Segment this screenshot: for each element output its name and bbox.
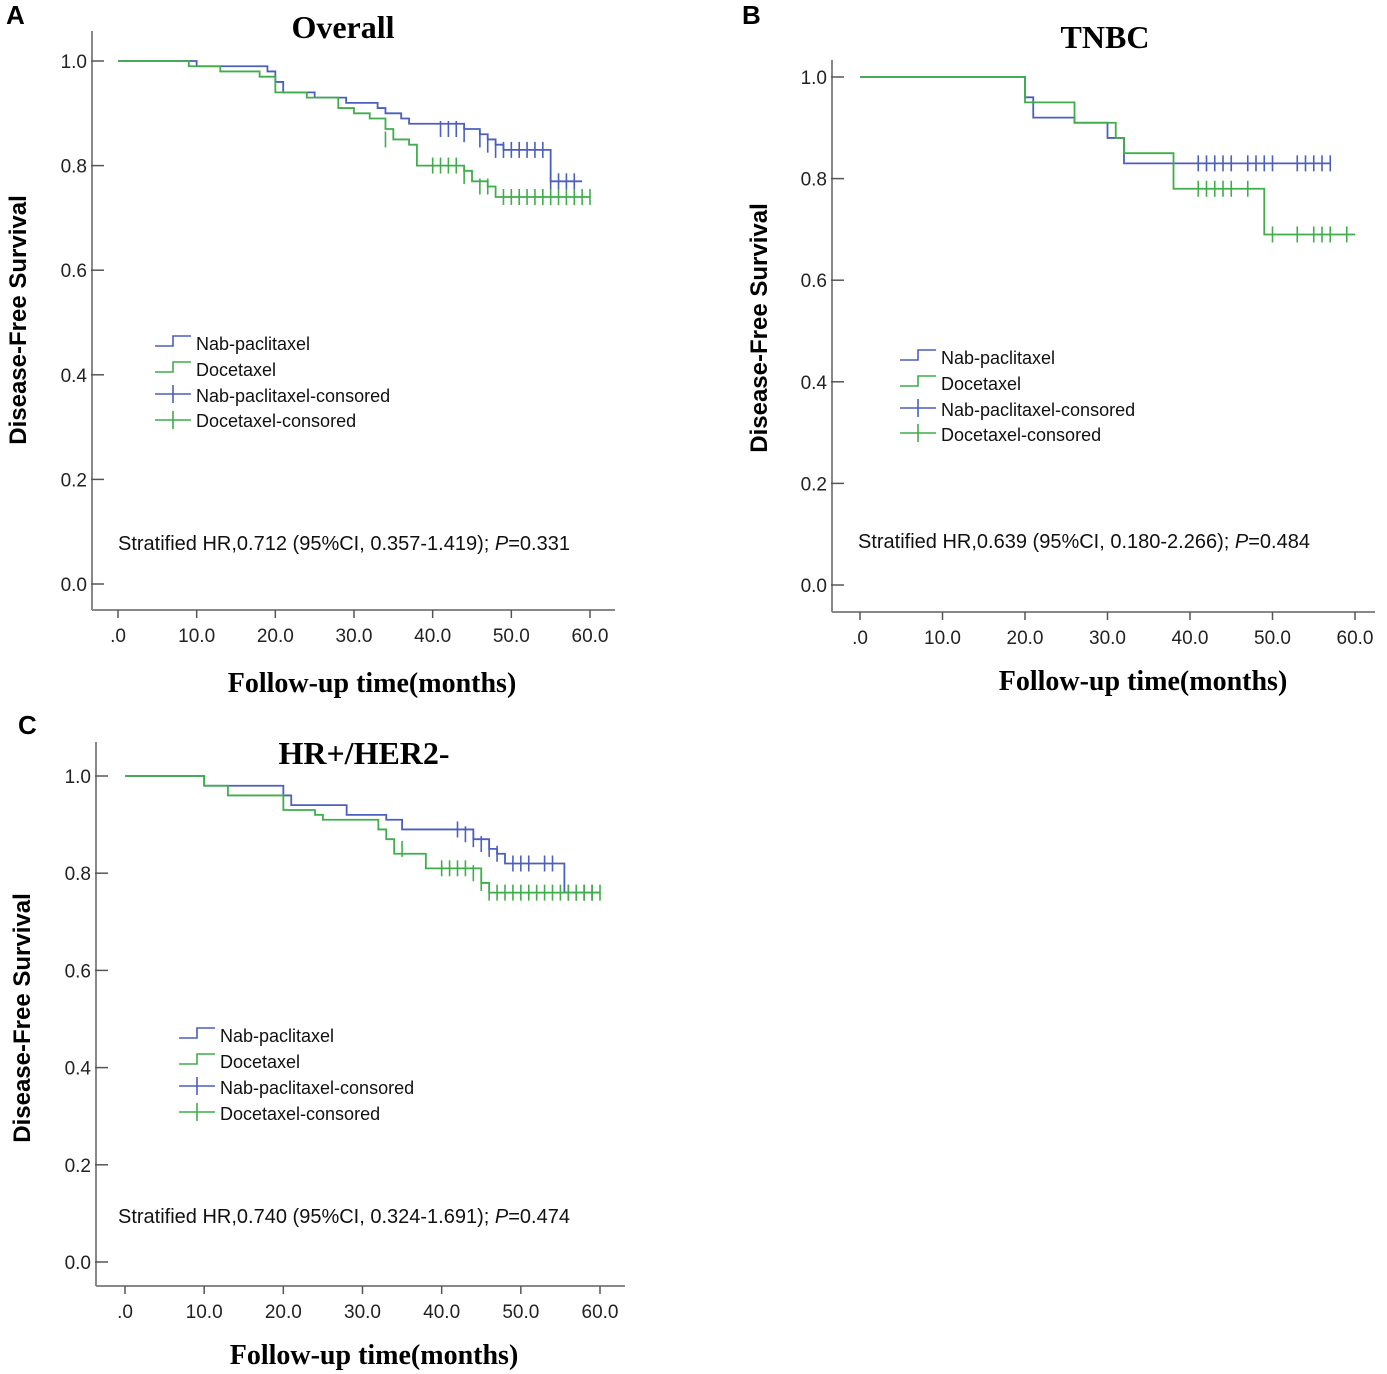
x-tick-label: 30.0 xyxy=(344,1302,381,1323)
legend-nab-swatch xyxy=(179,1027,215,1039)
legend-label: Nab-paclitaxel-consored xyxy=(196,386,390,406)
legend-label: Docetaxel xyxy=(196,360,276,380)
chart-title: HR+/HER2- xyxy=(278,735,449,771)
x-tick-label: 10.0 xyxy=(178,626,215,647)
x-tick-label: 50.0 xyxy=(493,626,530,647)
legend-nab-swatch xyxy=(900,349,936,361)
y-axis-label: Disease-Free Survival xyxy=(5,195,32,444)
x-tick-label: 30.0 xyxy=(336,626,373,647)
y-tick-label: 1.0 xyxy=(61,52,87,73)
x-tick-label: 40.0 xyxy=(423,1302,460,1323)
y-tick-label: 1.0 xyxy=(801,68,827,89)
legend-label: Docetaxel-consored xyxy=(220,1104,380,1124)
x-tick-label: 40.0 xyxy=(414,626,451,647)
survival-curve-doc xyxy=(860,76,1355,236)
legend-nab-censor-swatch xyxy=(179,1077,215,1095)
legend-label: Nab-paclitaxel-consored xyxy=(941,400,1135,420)
x-tick-label: 40.0 xyxy=(1172,628,1209,649)
y-tick-label: 0.4 xyxy=(801,373,828,394)
panel-letter: B xyxy=(742,0,761,30)
y-tick-label: 0.4 xyxy=(65,1059,92,1080)
survival-curve-doc xyxy=(118,60,590,198)
survival-curve-doc xyxy=(125,775,600,894)
x-axis-label: Follow-up time(months) xyxy=(999,666,1288,697)
legend-nab-swatch xyxy=(155,335,191,347)
y-tick-label: 0.8 xyxy=(65,864,91,885)
survival-curve-nab xyxy=(125,775,600,894)
legend-label: Nab-paclitaxel xyxy=(220,1026,334,1046)
y-tick-label: 0.2 xyxy=(801,474,827,495)
x-tick-label: .0 xyxy=(852,628,868,649)
x-tick-label: 20.0 xyxy=(265,1302,302,1323)
survival-curve-nab xyxy=(118,60,583,183)
x-tick-label: 20.0 xyxy=(1007,628,1044,649)
x-tick-label: 60.0 xyxy=(1337,628,1374,649)
legend-label: Nab-paclitaxel xyxy=(941,348,1055,368)
x-tick-label: .0 xyxy=(117,1302,133,1323)
legend-label: Docetaxel xyxy=(220,1052,300,1072)
survival-curve-nab xyxy=(860,76,1331,165)
legend-label: Docetaxel-consored xyxy=(196,411,356,431)
y-axis-label: Disease-Free Survival xyxy=(746,203,773,452)
legend-doc-censor-swatch xyxy=(900,424,936,442)
y-tick-label: 0.8 xyxy=(61,157,87,178)
legend: Nab-paclitaxel Docetaxel Nab-paclitaxel-… xyxy=(179,1026,414,1124)
x-axis-label: Follow-up time(months) xyxy=(230,1340,519,1371)
x-tick-label: 50.0 xyxy=(502,1302,539,1323)
x-tick-label: 10.0 xyxy=(186,1302,223,1323)
y-tick-label: 0.8 xyxy=(801,170,827,191)
y-tick-label: 0.6 xyxy=(801,271,827,292)
panel-letter: C xyxy=(18,710,37,740)
legend-doc-swatch xyxy=(179,1053,215,1065)
y-tick-label: 0.6 xyxy=(61,261,87,282)
x-axis-label: Follow-up time(months) xyxy=(228,668,517,699)
y-tick-label: 0.0 xyxy=(61,575,87,596)
legend-label: Nab-paclitaxel-consored xyxy=(220,1078,414,1098)
legend-nab-censor-swatch xyxy=(155,385,191,403)
panel-tnbc: B TNBC Disease-Free Survival Follow-up t… xyxy=(742,0,1375,697)
legend: Nab-paclitaxel Docetaxel Nab-paclitaxel-… xyxy=(155,334,390,431)
hr-annotation: Stratified HR,0.740 (95%CI, 0.324-1.691)… xyxy=(118,1206,570,1228)
x-tick-label: 20.0 xyxy=(257,626,294,647)
legend-nab-censor-swatch xyxy=(900,399,936,417)
legend-doc-swatch xyxy=(155,361,191,373)
x-tick-label: 50.0 xyxy=(1254,628,1291,649)
hr-annotation: Stratified HR,0.639 (95%CI, 0.180-2.266)… xyxy=(858,531,1310,553)
legend: Nab-paclitaxel Docetaxel Nab-paclitaxel-… xyxy=(900,348,1135,445)
legend-label: Docetaxel-consored xyxy=(941,425,1101,445)
y-tick-label: 0.0 xyxy=(65,1253,91,1274)
y-tick-label: 0.2 xyxy=(61,470,87,491)
x-tick-label: 10.0 xyxy=(924,628,961,649)
x-tick-label: 30.0 xyxy=(1089,628,1126,649)
chart-title: Overall xyxy=(291,9,394,45)
y-tick-label: 0.6 xyxy=(65,961,91,982)
x-tick-label: 60.0 xyxy=(582,1302,619,1323)
legend-doc-censor-swatch xyxy=(179,1103,215,1121)
panel-letter: A xyxy=(6,0,25,30)
hr-annotation: Stratified HR,0.712 (95%CI, 0.357-1.419)… xyxy=(118,533,570,555)
panel-overall: A Overall Disease-Free Survival Follow-u… xyxy=(5,0,615,699)
y-tick-label: 0.0 xyxy=(801,576,827,597)
y-tick-label: 1.0 xyxy=(65,767,91,788)
legend-label: Nab-paclitaxel xyxy=(196,334,310,354)
y-tick-label: 0.2 xyxy=(65,1156,91,1177)
legend-doc-swatch xyxy=(900,375,936,387)
y-axis-label: Disease-Free Survival xyxy=(9,893,36,1142)
y-tick-label: 0.4 xyxy=(61,366,88,387)
panel-hr-her2: C HR+/HER2- Disease-Free Survival Follow… xyxy=(9,710,625,1371)
legend-doc-censor-swatch xyxy=(155,411,191,429)
chart-title: TNBC xyxy=(1061,19,1150,55)
legend-label: Docetaxel xyxy=(941,374,1021,394)
x-tick-label: .0 xyxy=(110,626,126,647)
x-tick-label: 60.0 xyxy=(572,626,609,647)
